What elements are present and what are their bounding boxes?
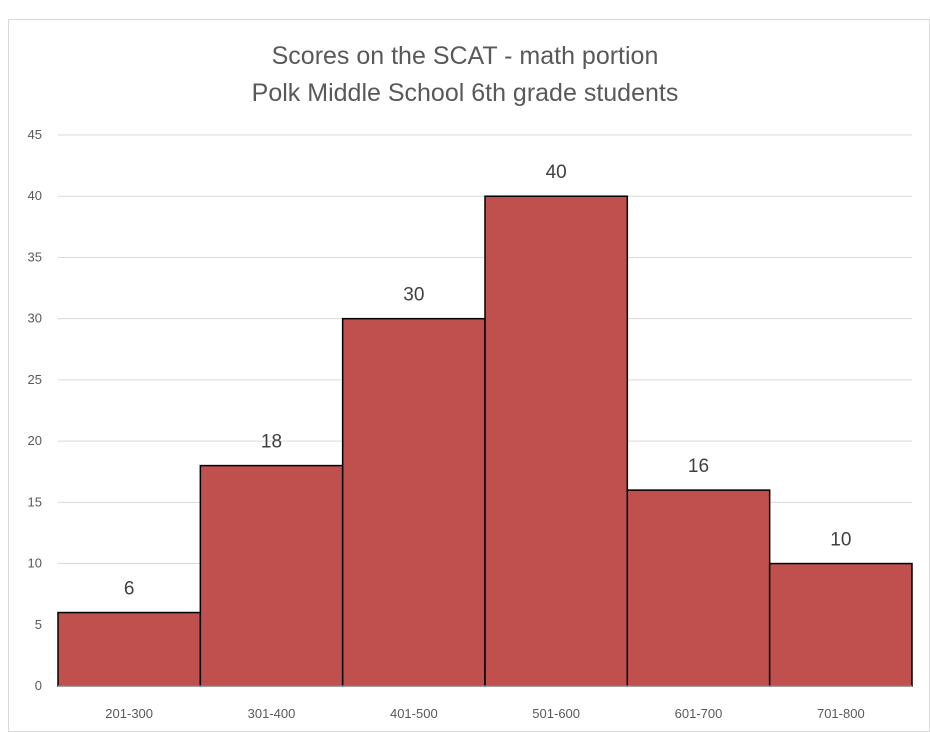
data-label: 10: [830, 530, 851, 551]
bar-501-600: [484, 195, 629, 687]
data-label: 6: [124, 579, 135, 600]
y-tick-label: 10: [28, 556, 42, 571]
y-tick-label: 35: [28, 249, 42, 264]
bar-201-300: [57, 611, 202, 687]
y-tick-label: 25: [28, 372, 42, 387]
data-label: 40: [546, 162, 567, 183]
bar-601-700: [626, 489, 771, 687]
bar-401-500: [341, 317, 486, 687]
y-tick-label: 5: [35, 617, 42, 632]
data-label: 16: [688, 456, 709, 477]
chart-title: Scores on the SCAT - math portion Polk M…: [0, 38, 930, 112]
x-tick-label: 601-700: [675, 706, 723, 721]
x-tick-label: 701-800: [817, 706, 865, 721]
y-tick-label: 0: [35, 678, 42, 693]
data-label: 30: [403, 285, 424, 306]
chart-title-line: Scores on the SCAT - math portion: [271, 42, 659, 70]
y-tick-label: 45: [28, 127, 42, 142]
bars: [57, 195, 913, 687]
y-tick-label: 15: [28, 494, 42, 509]
chart-subtitle-line: Polk Middle School 6th grade students: [251, 79, 679, 107]
y-tick-label: 40: [28, 188, 42, 203]
y-tick-label: 30: [28, 311, 42, 326]
bar-301-400: [199, 464, 344, 687]
data-label: 18: [261, 432, 282, 453]
x-tick-label: 301-400: [248, 706, 296, 721]
x-tick-label: 401-500: [390, 706, 438, 721]
bar-701-800: [768, 562, 913, 687]
x-axis-tick-labels: 201-300 301-400 401-500 501-600 601-700 701-8…: [105, 706, 864, 721]
y-axis-tick-labels: 0 5 10 15 20 25 30 35 40 45: [28, 127, 42, 693]
data-labels: 6 18 30 40 16 10: [124, 162, 852, 599]
x-tick-label: 501-600: [532, 706, 580, 721]
x-tick-label: 201-300: [105, 706, 153, 721]
y-tick-label: 20: [28, 433, 42, 448]
